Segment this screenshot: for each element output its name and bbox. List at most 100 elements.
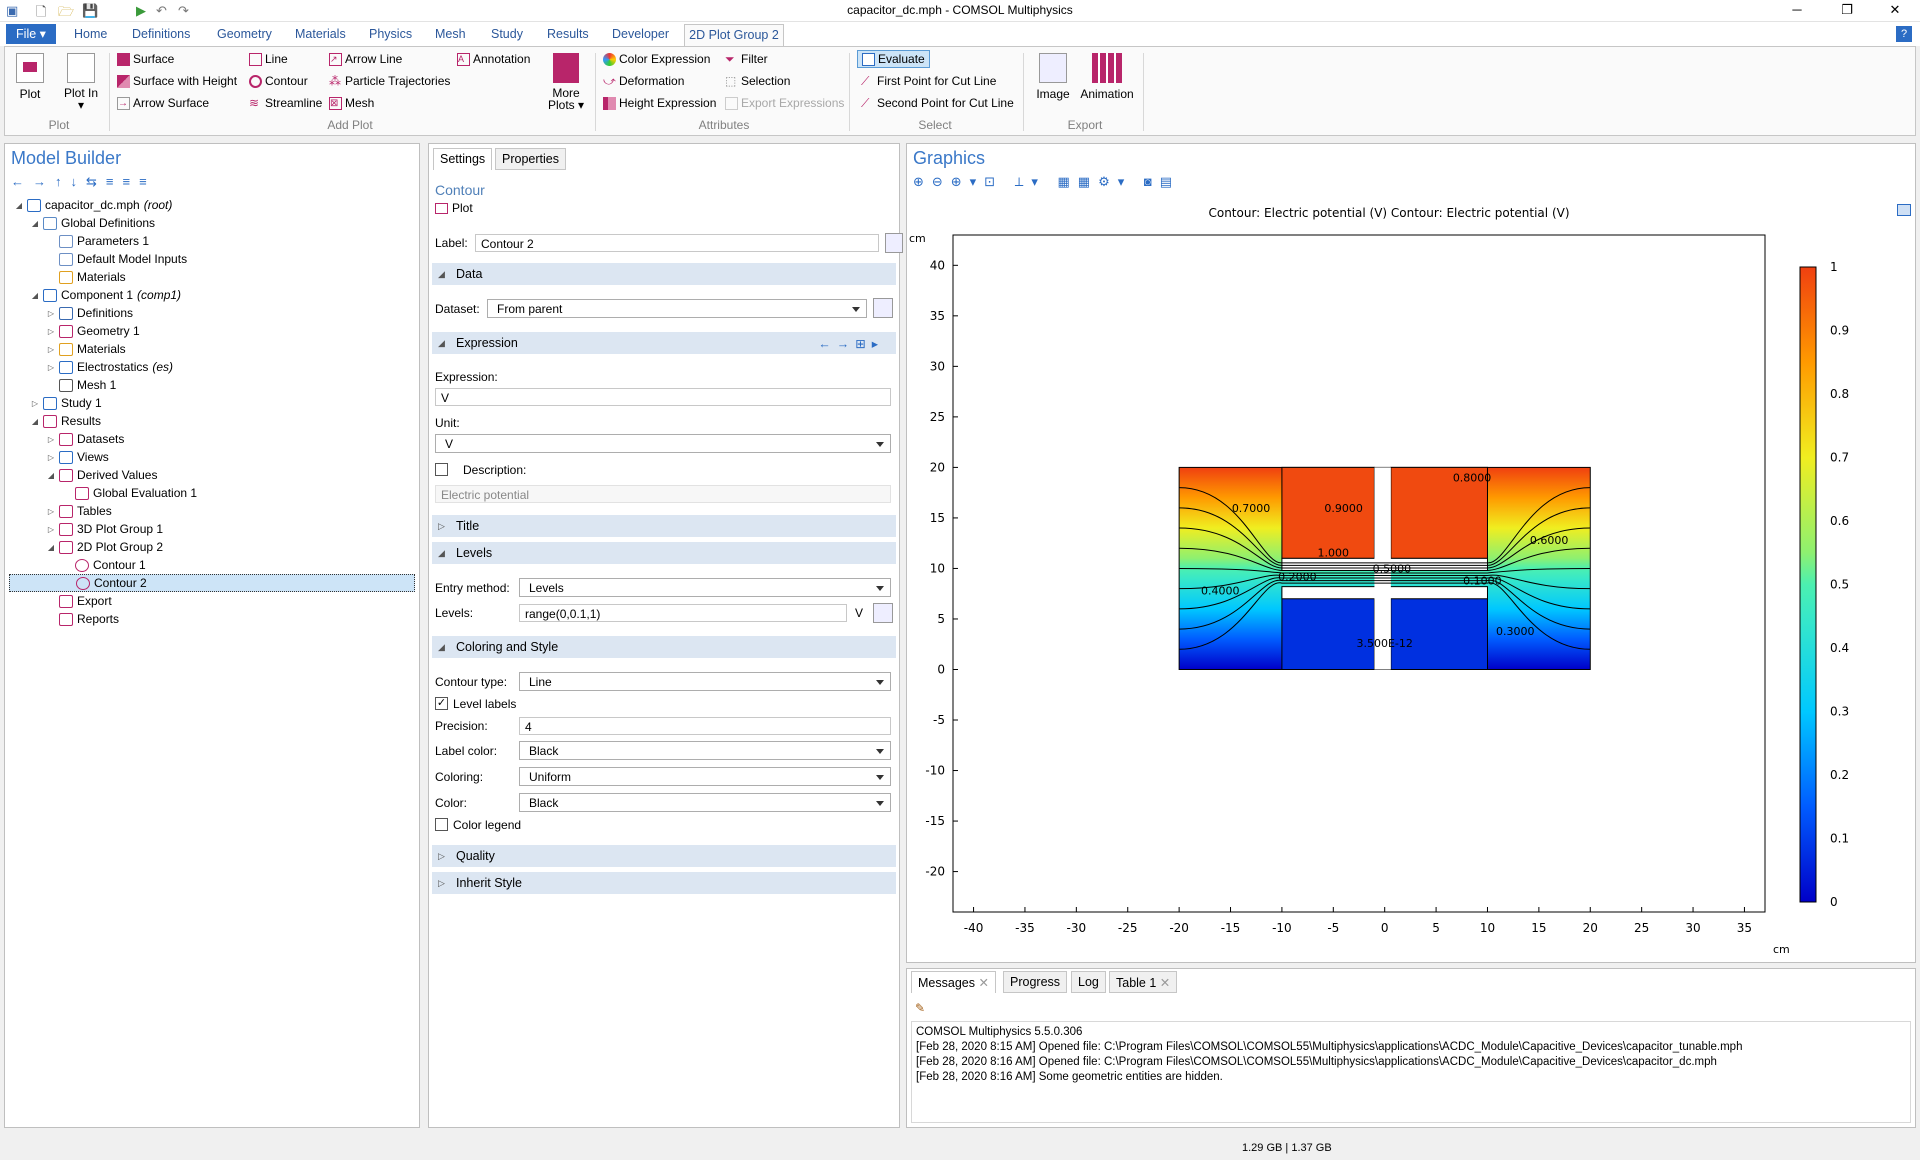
dataset-select[interactable]: From parent (487, 299, 867, 318)
second-point-button[interactable]: ⟋ Second Point for Cut Line (861, 96, 1014, 110)
level-labels-checkbox[interactable]: ✓ (435, 697, 448, 710)
plot-button-settings[interactable]: Plot (435, 201, 473, 215)
tree-item-reports[interactable]: Reports (9, 610, 415, 628)
tab-definitions[interactable]: Definitions (132, 27, 191, 41)
unit-select[interactable]: V (435, 434, 891, 453)
description-checkbox[interactable] (435, 463, 448, 476)
tree-item-2d-plot-group-2[interactable]: ◢ 2D Plot Group 2 (9, 538, 415, 556)
contour-plot[interactable]: Contour: Electric potential (V) Contour:… (907, 192, 1915, 964)
evaluate-button[interactable]: Evaluate (857, 50, 930, 68)
color-legend-checkbox[interactable] (435, 818, 448, 831)
run-icon[interactable]: ▶ (136, 3, 146, 18)
save-icon[interactable]: 💾 (82, 3, 99, 18)
expand-toggle-icon[interactable]: ▷ (47, 524, 55, 534)
tab-progress[interactable]: Progress (1003, 971, 1068, 993)
help-icon[interactable]: ? (1896, 26, 1912, 42)
section-quality[interactable]: ▷ Quality (432, 845, 896, 867)
tree-item-derived-values[interactable]: ◢ Derived Values (9, 466, 415, 484)
tree-item-contour-2[interactable]: Contour 2 (9, 574, 415, 592)
tree-item-parameters-1[interactable]: Parameters 1 (9, 232, 415, 250)
expand-toggle-icon[interactable]: ◢ (47, 542, 55, 552)
section-data[interactable]: ◢ Data (432, 263, 896, 285)
zoom-toolbar[interactable]: ⊕⊖⊕▾⊡ ⟂▾ ▦▦⚙▾ ◙▤ (913, 174, 1181, 189)
open-icon[interactable]: 🗁 (58, 4, 75, 19)
tab-physics[interactable]: Physics (369, 27, 413, 41)
tree-item-export[interactable]: Export (9, 592, 415, 610)
plot-in-button[interactable]: Plot In ▾ (61, 53, 101, 111)
expand-toggle-icon[interactable]: ◢ (15, 200, 23, 210)
image-button[interactable]: Image (1033, 53, 1073, 101)
restore-icon[interactable]: ❐ (1841, 2, 1853, 17)
tree-item-component-1[interactable]: ◢ Component 1 (comp1) (9, 286, 415, 304)
color-expression-button[interactable]: Color Expression (603, 52, 710, 66)
expression-field[interactable]: V (435, 388, 891, 406)
tree-item-datasets[interactable]: ▷ Datasets (9, 430, 415, 448)
label-field[interactable]: Contour 2 (475, 234, 879, 252)
tree-item-study-1[interactable]: ▷ Study 1 (9, 394, 415, 412)
undo-icon[interactable]: ↶ (156, 3, 167, 18)
expand-toggle-icon[interactable]: ◢ (31, 218, 39, 228)
tab-results[interactable]: Results (547, 27, 589, 41)
section-expression[interactable]: ◢ Expression ←→⊞▸ (432, 332, 896, 354)
description-field[interactable]: Electric potential (435, 485, 891, 503)
tab-table-1[interactable]: Table 1 ✕ (1109, 971, 1178, 993)
tree-item-global-evaluation-1[interactable]: Global Evaluation 1 (9, 484, 415, 502)
range-icon[interactable] (873, 603, 893, 623)
animation-button[interactable]: Animation (1077, 53, 1137, 101)
expand-toggle-icon[interactable]: ▷ (47, 434, 55, 444)
tree-item-contour-1[interactable]: Contour 1 (9, 556, 415, 574)
tree-item-mesh-1[interactable]: Mesh 1 (9, 376, 415, 394)
levels-field[interactable]: range(0,0.1,1) (519, 604, 847, 622)
deformation-button[interactable]: ⤻ Deformation (603, 74, 684, 88)
tree-item-materials-global[interactable]: Materials (9, 268, 415, 286)
expand-toggle-icon[interactable]: ▷ (47, 344, 55, 354)
surface-height-button[interactable]: Surface with Height (117, 74, 237, 88)
color-select[interactable]: Black (519, 793, 891, 812)
tree-item-geometry-1[interactable]: ▷ Geometry 1 (9, 322, 415, 340)
label-edit-icon[interactable] (885, 233, 903, 253)
tab-file[interactable]: File ▾ (6, 24, 56, 44)
entry-method-select[interactable]: Levels (519, 578, 891, 597)
tree-item-materials[interactable]: ▷ Materials (9, 340, 415, 358)
annotation-button[interactable]: A Annotation (457, 52, 530, 66)
section-levels[interactable]: ◢ Levels (432, 542, 896, 564)
expand-toggle-icon[interactable]: ◢ (31, 416, 39, 426)
filter-button[interactable]: ⏷ Filter (725, 52, 768, 66)
streamline-button[interactable]: ≋ Streamline (249, 96, 322, 110)
tree-item-views[interactable]: ▷ Views (9, 448, 415, 466)
plot-button[interactable]: Plot (15, 53, 45, 101)
tab-geometry[interactable]: Geometry (217, 27, 272, 41)
coloring-select[interactable]: Uniform (519, 767, 891, 786)
clear-messages-icon[interactable]: ✎ (915, 1001, 926, 1015)
expand-toggle-icon[interactable]: ◢ (31, 290, 39, 300)
expand-toggle-icon[interactable]: ▷ (47, 326, 55, 336)
tree-item-default-model-inputs[interactable]: Default Model Inputs (9, 250, 415, 268)
graphics-option-icon[interactable] (1897, 204, 1911, 216)
minimize-icon[interactable]: ─ (1792, 2, 1802, 17)
tree-item-root[interactable]: ◢ capacitor_dc.mph (root) (9, 196, 415, 214)
tree-item-global-definitions[interactable]: ◢ Global Definitions (9, 214, 415, 232)
arrow-line-button[interactable]: ↗ Arrow Line (329, 52, 402, 66)
expand-toggle-icon[interactable]: ◢ (47, 470, 55, 480)
section-inherit-style[interactable]: ▷ Inherit Style (432, 872, 896, 894)
tree-item-electrostatics[interactable]: ▷ Electrostatics (es) (9, 358, 415, 376)
contour-button[interactable]: Contour (249, 74, 308, 88)
particle-trajectories-button[interactable]: ⁂ Particle Trajectories (329, 74, 450, 88)
tree-item-3d-plot-group-1[interactable]: ▷ 3D Plot Group 1 (9, 520, 415, 538)
close-icon[interactable]: ✕ (1889, 2, 1901, 17)
section-coloring-style[interactable]: ◢ Coloring and Style (432, 636, 896, 658)
tab-home[interactable]: Home (74, 27, 108, 41)
section-title[interactable]: ▷ Title (432, 515, 896, 537)
first-point-button[interactable]: ⟋ First Point for Cut Line (861, 74, 996, 88)
tree-item-results[interactable]: ◢ Results (9, 412, 415, 430)
expand-toggle-icon[interactable]: ▷ (47, 506, 55, 516)
tab-2d-plot-group-2[interactable]: 2D Plot Group 2 (684, 24, 784, 46)
dataset-goto-icon[interactable] (873, 298, 893, 318)
tab-mesh[interactable]: Mesh (435, 27, 466, 41)
precision-field[interactable]: 4 (519, 717, 891, 735)
new-icon[interactable]: 🗋 (36, 4, 47, 19)
tree-item-definitions[interactable]: ▷ Definitions (9, 304, 415, 322)
tab-developer[interactable]: Developer (612, 27, 669, 41)
surface-button[interactable]: Surface (117, 52, 174, 66)
tab-settings[interactable]: Settings (433, 148, 493, 170)
